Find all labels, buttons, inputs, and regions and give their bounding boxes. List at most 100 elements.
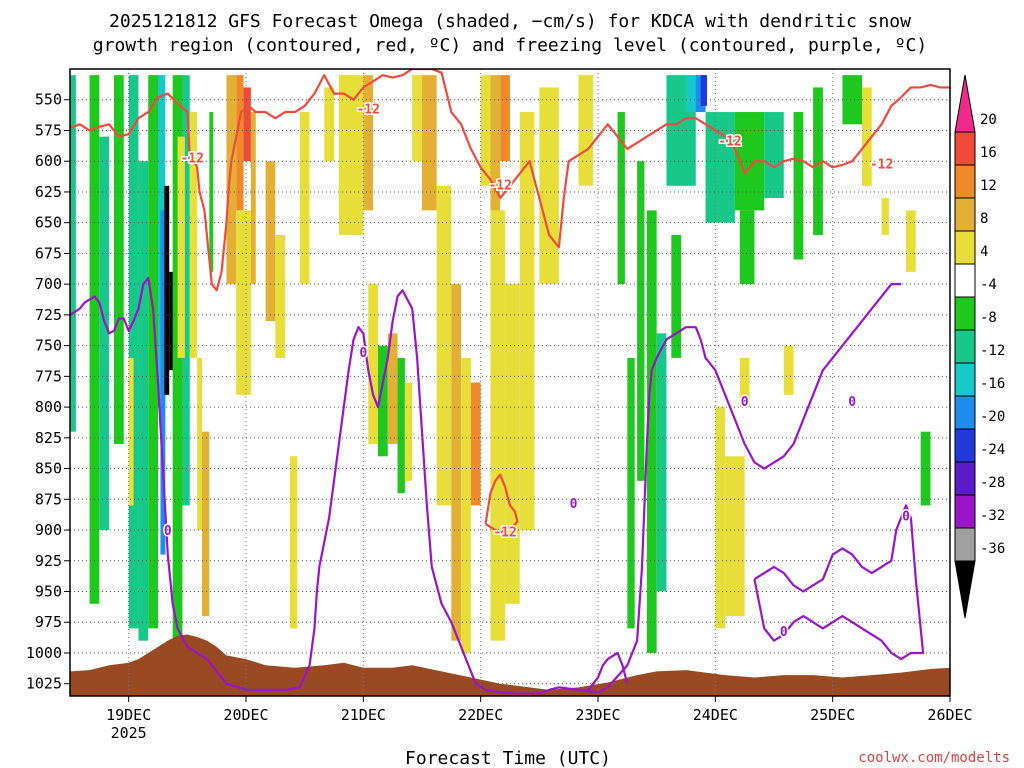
x-tick-label: 19DEC xyxy=(106,706,151,724)
chart-title-line2: growth region (contoured, red, ºC) and f… xyxy=(93,35,927,56)
omega-cell xyxy=(793,112,804,260)
omega-cell xyxy=(363,75,374,211)
x-tick-label: 21DEC xyxy=(341,706,386,724)
omega-cell xyxy=(656,333,667,592)
freezing-contour-label: 0 xyxy=(570,497,578,512)
omega-cell xyxy=(842,75,862,125)
omega-cell xyxy=(578,75,594,186)
omega-cell xyxy=(368,284,378,444)
colorbar-bin xyxy=(954,230,976,265)
colorbar-tick-label: 12 xyxy=(980,178,997,194)
omega-cell xyxy=(243,87,251,162)
omega-cell xyxy=(490,210,506,641)
omega-cell xyxy=(250,112,256,285)
omega-cell xyxy=(461,357,471,653)
y-tick-label: 950 xyxy=(35,583,62,601)
colorbar-tick-label: -4 xyxy=(980,277,997,293)
x-tick-label: 22DEC xyxy=(458,706,503,724)
y-tick-label: 800 xyxy=(35,398,62,416)
colorbar-bin xyxy=(954,131,976,166)
omega-cell xyxy=(338,75,364,235)
omega-cell xyxy=(148,75,158,629)
y-tick-label: 1000 xyxy=(26,644,62,662)
omega-cell xyxy=(114,75,124,444)
omega-cell xyxy=(324,87,334,162)
colorbar: 20 16 12 8 4 -4 -8 -12 -16 -20 -24 -28 -32 -36 xyxy=(954,74,1005,619)
omega-cell xyxy=(881,198,889,235)
x-tick-label: 25DEC xyxy=(810,706,855,724)
y-tick-label: 600 xyxy=(35,152,62,170)
omega-cell xyxy=(500,75,510,162)
omega-cell xyxy=(646,210,657,653)
omega-cell xyxy=(177,136,185,358)
terrain-fill xyxy=(70,634,950,696)
omega-cell xyxy=(705,112,735,223)
dgz-contour-label: -12 xyxy=(870,158,893,173)
omega-cell xyxy=(236,210,251,395)
colorbar-tick-label: -28 xyxy=(980,475,1005,491)
plot-frame xyxy=(69,68,951,697)
omega-cell xyxy=(725,456,745,617)
omega-cell xyxy=(451,284,462,641)
freezing-contour-line xyxy=(753,504,925,661)
dgz-contour-label: -12 xyxy=(356,102,379,117)
x-tick-label: 20DEC xyxy=(223,706,268,724)
omega-cell xyxy=(490,75,501,211)
y-tick-label: 1025 xyxy=(26,675,62,693)
x-tick-label: 23DEC xyxy=(575,706,620,724)
chart-title-line1: 2025121812 GFS Forecast Omega (shaded, −… xyxy=(109,11,911,32)
x-tick-label: 26DEC xyxy=(927,706,972,724)
omega-cell xyxy=(637,161,645,481)
colorbar-bin xyxy=(954,197,976,232)
freezing-contour-label: 0 xyxy=(164,524,172,539)
y-tick-label: 850 xyxy=(35,460,62,478)
freezing-contours xyxy=(70,276,925,695)
omega-cell xyxy=(89,75,100,604)
freezing-contour-line xyxy=(70,276,902,695)
omega-cell xyxy=(505,284,520,604)
omega-cell xyxy=(470,382,481,506)
omega-cell xyxy=(422,75,437,211)
y-tick-label: 725 xyxy=(35,306,62,324)
freezing-contour-label: 0 xyxy=(848,395,856,410)
colorbar-tick-label: 8 xyxy=(980,211,988,227)
omega-cell xyxy=(378,345,388,457)
colorbar-bin xyxy=(954,296,976,331)
omega-cell xyxy=(275,234,286,358)
omega-cell xyxy=(412,75,422,162)
freezing-contour-label: 0 xyxy=(780,625,788,640)
colorbar-tick-label: -16 xyxy=(980,376,1005,392)
omega-cell xyxy=(128,357,134,506)
omega-cell xyxy=(764,112,784,199)
omega-cell xyxy=(862,87,872,186)
omega-cell xyxy=(539,87,559,285)
colorbar-bin xyxy=(954,494,976,529)
omega-cell xyxy=(128,75,139,629)
omega-cell xyxy=(160,210,166,555)
omega-cell xyxy=(172,75,183,641)
omega-cell xyxy=(169,271,174,371)
x-axis-label: Forecast Time (UTC) xyxy=(405,748,611,768)
colorbar-bin xyxy=(954,461,976,496)
omega-cell xyxy=(197,357,202,531)
colorbar-bin xyxy=(954,527,976,562)
colorbar-tick-label: 4 xyxy=(980,244,988,260)
omega-cell xyxy=(99,136,110,531)
freezing-contour-label: 0 xyxy=(741,395,749,410)
omega-cell xyxy=(695,75,706,113)
dgz-contour-line xyxy=(70,69,950,292)
dgz-contour-label: -12 xyxy=(488,179,511,194)
omega-cell xyxy=(138,161,149,641)
omega-cell xyxy=(627,357,635,629)
freezing-contour-label: 0 xyxy=(902,509,910,524)
omega-cell xyxy=(617,112,625,285)
omega-cell xyxy=(226,75,237,285)
omega-cell xyxy=(70,75,76,432)
y-tick-label: 575 xyxy=(35,121,62,139)
colorbar-bin xyxy=(954,164,976,199)
colorbar-bin xyxy=(954,329,976,364)
y-tick-label: 550 xyxy=(35,91,62,109)
omega-cell xyxy=(202,431,210,617)
colorbar-arrow-bottom xyxy=(954,560,976,619)
